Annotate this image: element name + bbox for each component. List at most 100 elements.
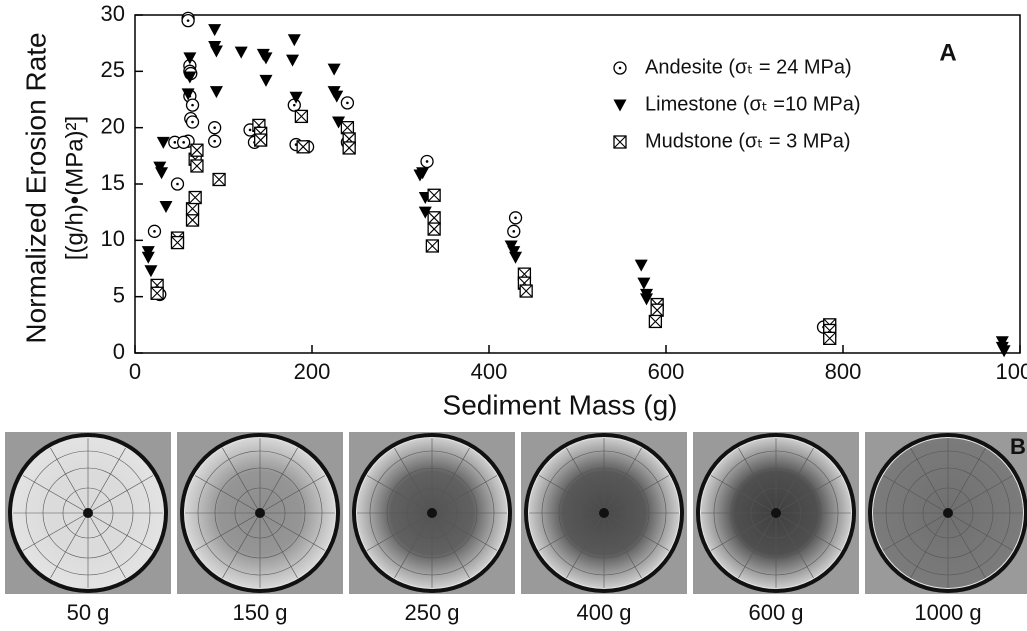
grid-spoke [947,512,1014,551]
grid-spoke [947,512,986,579]
marker-triangle [634,259,648,272]
triangle [156,136,170,149]
grid-spoke [22,475,89,514]
marker-triangle [418,206,432,219]
marker-boxx [613,135,627,149]
box-x [190,143,204,157]
marker-triangle [209,86,223,99]
grid-spoke [366,475,433,514]
grid-spoke [259,512,326,551]
grid-spoke [882,512,949,551]
marker-triangle [234,46,248,59]
box-x [171,236,184,249]
photo-caption: 1000 g [914,600,981,625]
marker-triangle [183,71,197,84]
circle-dot [173,141,177,144]
marker-triangle [259,74,273,87]
x-tick-label: 400 [471,359,508,384]
box-x [613,135,627,149]
marker-boxx [650,303,664,317]
marker-boxx [823,331,837,346]
marker-boxx [340,121,355,135]
photo-caption: 50 g [67,600,110,625]
grid-spoke [22,512,89,551]
grid-spoke [222,512,261,579]
marker-triangle [209,45,223,58]
triangle [209,86,223,99]
triangle [418,206,432,219]
marker-boxx [427,211,441,225]
marker-triangle [181,88,195,101]
plot-area [141,11,1011,358]
grid-spoke [775,447,814,514]
circle-dot [512,230,516,233]
circle-dot [293,103,296,107]
triangle [144,265,158,278]
grid-spoke [538,475,605,514]
marker-boxx [427,222,441,236]
circle-dot [191,103,194,107]
marker-triangle [332,116,346,129]
marker-boxx [648,314,663,329]
photo-caption: 400 g [576,600,631,625]
y-tick-label: 5 [113,282,125,307]
marker-triangle [509,251,523,264]
triangle [234,46,248,59]
circle-dot [213,139,216,143]
triangle [634,259,648,272]
box-x [254,133,268,147]
box-x [188,191,202,204]
marker-circle [287,98,301,112]
grid-spoke [710,512,777,551]
grid-spoke [87,512,126,579]
grid-spoke [366,512,433,551]
y-tick-label: 10 [101,226,125,251]
box-x [186,202,199,216]
circle-dot [425,160,429,163]
marker-triangle [141,251,155,264]
grid-spoke [603,512,642,579]
y-tick-label: 30 [101,1,125,26]
marker-boxx [190,159,204,173]
marker-circle [185,115,200,129]
plot-frame [134,14,1021,354]
grid-spoke [538,512,605,551]
marker-circle [207,121,222,135]
grid-spoke [738,512,777,579]
photo-panel: 50 g 150 g 250 g 400 g 600 g 1000 g [5,432,1027,625]
grid-spoke [194,512,261,551]
grid-spoke [603,447,642,514]
marker-triangle [286,54,300,67]
marker-triangle [208,24,222,37]
marker-boxx [427,188,441,202]
marker-circle [420,154,434,169]
y-tick-label: 15 [101,170,125,195]
circle-dot [248,128,252,132]
marker-triangle [416,167,430,180]
grid-spoke [910,512,949,579]
box-x [341,121,354,135]
marker-boxx [296,140,310,154]
grid-spoke [87,447,126,514]
triangle [640,293,654,306]
marker-triangle [289,91,303,104]
triangle [332,116,346,129]
marker-circle [185,98,200,112]
box-x [150,286,164,300]
grid-spoke [259,512,298,579]
box-x [650,303,664,317]
marker-circle [177,135,191,149]
grid-spoke [775,512,842,551]
triangle [183,52,197,65]
triangle [997,345,1011,358]
marker-triangle [637,277,651,290]
marker-circle [181,13,195,28]
grid-spoke [431,475,498,514]
grid-spoke [603,512,670,551]
box-x [427,211,441,225]
y-tick-label: 0 [113,339,125,364]
triangle [416,167,430,180]
box-x [186,213,199,227]
marker-boxx [425,239,440,253]
grid-spoke [775,512,814,579]
